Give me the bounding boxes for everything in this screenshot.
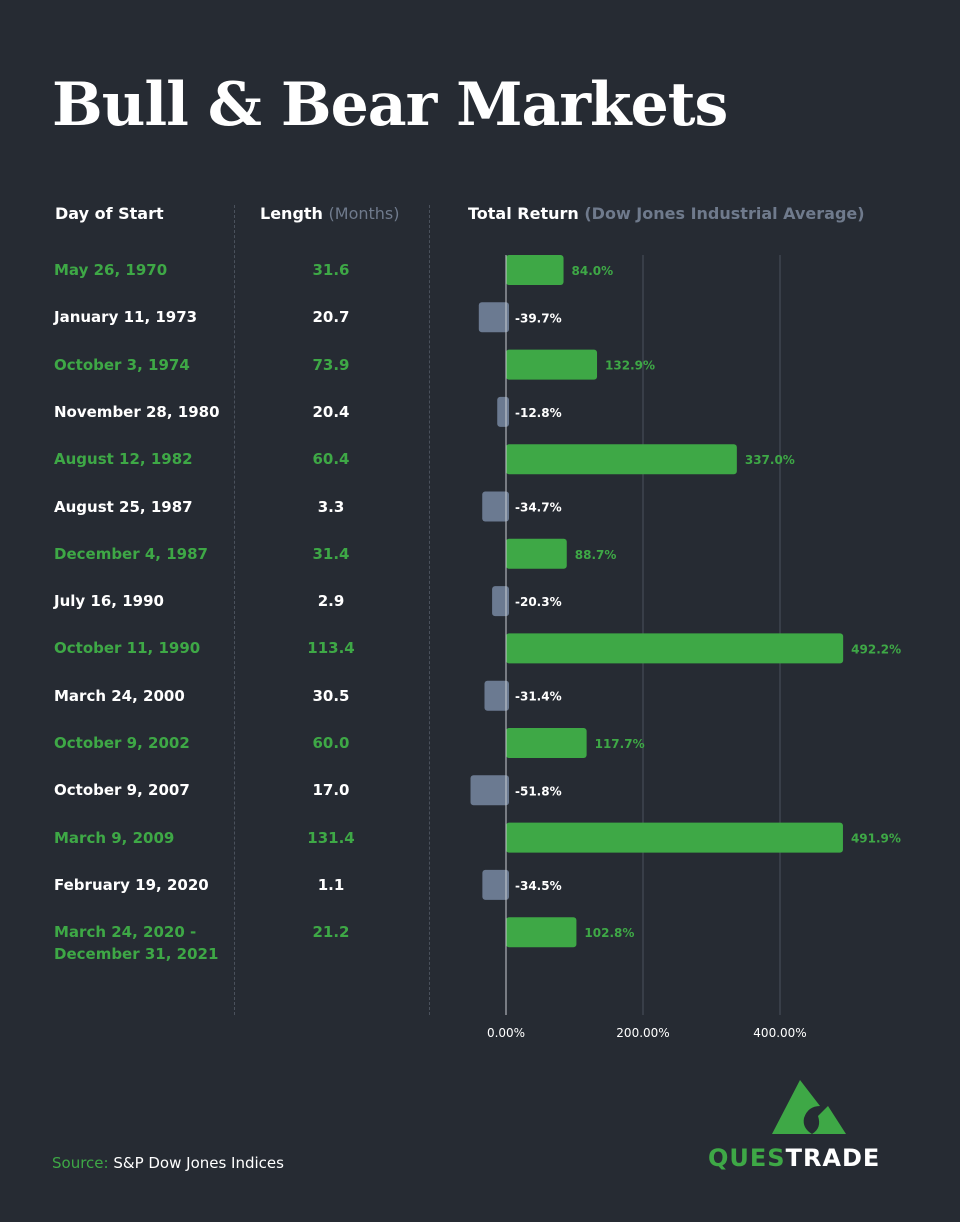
start-date-line: October 9, 2002	[54, 734, 190, 752]
bar	[506, 822, 843, 853]
length-value: 3.3	[317, 497, 345, 516]
x-tick-label: 200.00%	[616, 1026, 669, 1040]
length-value: 20.4	[312, 402, 350, 421]
bar	[482, 869, 509, 900]
bar-label: -51.8%	[515, 784, 562, 798]
start-date: July 16, 1990	[54, 590, 164, 612]
start-date: October 9, 2002	[54, 732, 190, 754]
start-date-line: November 28, 1980	[54, 402, 220, 421]
bar	[484, 680, 509, 711]
bar-label: 88.7%	[575, 548, 617, 562]
start-date-line: August 25, 1987	[54, 497, 193, 516]
header-return-sub: (Dow Jones Industrial Average)	[584, 204, 865, 223]
length-value: 113.4	[307, 639, 355, 658]
start-date: January 11, 1973	[54, 306, 197, 328]
start-date: October 9, 2007	[54, 779, 190, 801]
start-date-line: October 9, 2007	[54, 781, 190, 800]
x-tick-label: 0.00%	[487, 1026, 525, 1040]
bar	[482, 491, 509, 522]
start-date-line: May 26, 1970	[54, 261, 168, 279]
bar	[506, 349, 598, 380]
source-text: S&P Dow Jones Indices	[108, 1154, 284, 1172]
bar	[497, 396, 509, 427]
start-date-line: February 19, 2020	[54, 875, 209, 894]
logo-text: QUESTRADE	[708, 1144, 880, 1172]
bar-label: -34.5%	[515, 879, 562, 893]
source-note: Source: S&P Dow Jones Indices	[52, 1154, 284, 1172]
bar	[506, 633, 844, 664]
bar	[506, 917, 577, 948]
start-date-line: March 24, 2000	[54, 686, 185, 705]
x-tick-label: 400.00%	[753, 1026, 806, 1040]
start-date: October 11, 1990	[54, 637, 200, 659]
start-date: August 25, 1987	[54, 496, 193, 518]
column-divider	[429, 205, 430, 1015]
start-date-line: March 24, 2020 -	[54, 923, 197, 942]
bar-chart: 0.00% 200.00% 400.00% 84.0% -39.7% 132.9% -12.…	[470, 255, 901, 1040]
bar	[506, 538, 567, 569]
bar-label: -12.8%	[515, 406, 562, 420]
bar-label: -31.4%	[515, 690, 562, 704]
length-value: 30.5	[312, 686, 350, 705]
bar	[492, 586, 509, 617]
bar-label: 102.8%	[584, 926, 634, 940]
logo-text-part1: QUES	[708, 1144, 786, 1172]
bar-label: -20.3%	[515, 595, 562, 609]
logo-mark-icon	[772, 1080, 846, 1134]
start-date-line: December 4, 1987	[54, 544, 208, 563]
length-value: 60.4	[312, 450, 350, 469]
start-date: November 28, 1980	[54, 401, 220, 423]
start-date-line: August 12, 1982	[54, 450, 193, 469]
bar-label: -34.7%	[515, 501, 562, 515]
length-value: 31.4	[312, 544, 350, 563]
length-value: 73.9	[312, 355, 350, 374]
bar-label: 491.9%	[851, 832, 901, 846]
start-date: March 9, 2009	[54, 827, 174, 849]
bar-label: 84.0%	[572, 264, 614, 278]
bar-label: 492.2%	[851, 642, 901, 656]
start-date: March 24, 2000	[54, 685, 185, 707]
bar	[506, 444, 737, 475]
header-return-label: Total Return	[468, 204, 579, 223]
length-value: 60.0	[312, 734, 350, 752]
start-date-line: December 31, 2021	[54, 945, 219, 964]
header-length-unit: (Months)	[328, 204, 400, 223]
length-value: 1.1	[317, 875, 345, 894]
header-length-label: Length	[260, 204, 323, 223]
bar	[478, 302, 509, 333]
start-date: December 4, 1987	[54, 543, 208, 565]
source-label: Source:	[52, 1154, 109, 1172]
bar-label: 337.0%	[745, 453, 795, 467]
bar-label: -39.7%	[515, 311, 562, 325]
column-divider	[234, 205, 235, 1015]
length-value: 31.6	[312, 261, 350, 279]
bar	[470, 775, 509, 806]
bar-label: 117.7%	[595, 737, 645, 751]
bar	[506, 728, 587, 758]
start-date: February 19, 2020	[54, 874, 209, 896]
start-date: August 12, 1982	[54, 448, 193, 470]
bar	[506, 255, 564, 285]
length-value: 17.0	[312, 781, 350, 800]
start-date-line: January 11, 1973	[54, 308, 198, 327]
bar-label: 132.9%	[605, 359, 655, 373]
start-date-line: October 3, 1974	[54, 355, 190, 374]
header-return: Total Return (Dow Jones Industrial Avera…	[468, 204, 865, 223]
page-title: Bull & Bear Markets	[52, 70, 728, 140]
header-length: Length (Months)	[260, 204, 399, 223]
length-value: 2.9	[317, 592, 345, 611]
start-date: March 24, 2020 - December 31, 2021	[54, 921, 218, 965]
logo-text-part2: TRADE	[785, 1144, 881, 1172]
start-date: May 26, 1970	[54, 259, 167, 281]
length-value: 21.2	[312, 923, 350, 942]
start-date-line: July 16, 1990	[54, 592, 164, 611]
start-date-line: March 9, 2009	[54, 828, 175, 847]
header-start: Day of Start	[55, 204, 164, 223]
start-date-line: October 11, 1990	[54, 639, 201, 658]
start-date: October 3, 1974	[54, 354, 190, 376]
length-value: 131.4	[307, 828, 355, 847]
length-value: 20.7	[312, 308, 350, 327]
